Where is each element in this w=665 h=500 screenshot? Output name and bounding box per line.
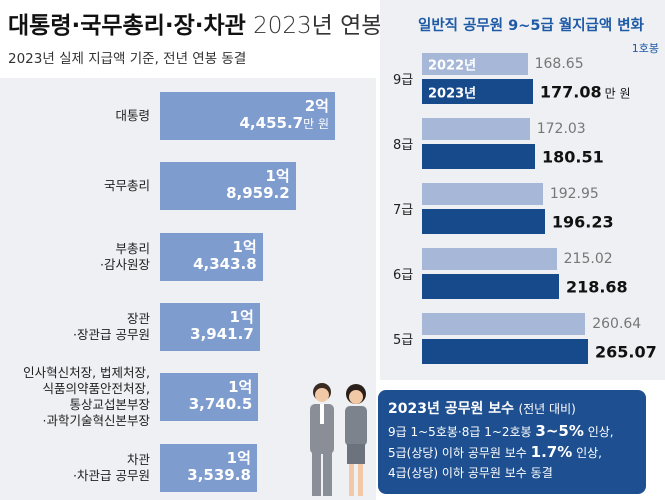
value-label-box: 1억 8,959.2	[226, 168, 290, 202]
bar	[422, 339, 588, 364]
value-label-box: 172.03	[537, 121, 586, 137]
callout-text: 1.7%	[530, 443, 573, 461]
value-label-box: 260.64	[592, 316, 641, 332]
value-label-box: 218.68	[566, 277, 628, 296]
callout-line: 5급(상당) 이하 공무원 보수 1.7% 인상,	[388, 442, 636, 463]
callout-body: 9급 1~5호봉·8급 1~2호봉 3~5% 인상, 5급(상당) 이하 공무원 …	[388, 421, 636, 483]
bar	[160, 162, 296, 211]
callout-note: (전년 대비)	[518, 402, 576, 416]
bar	[422, 183, 543, 205]
callout: 2023년 공무원 보수 (전년 대비) 9급 1~5호봉·8급 1~2호봉 3…	[378, 390, 646, 494]
right-title: 일반직 공무원 9~5급 월지급액 변화	[418, 18, 644, 34]
value-label-box: 1억 4,343.8	[193, 237, 257, 273]
bar	[422, 53, 528, 75]
value-label: 1억 3,740.5	[188, 378, 253, 414]
category-label: 차관 ·차관급 공무원	[73, 451, 150, 483]
value-label-box: 215.02	[564, 251, 613, 267]
value-label: 1억 4,343.8	[193, 237, 257, 273]
bar	[422, 313, 586, 335]
right-subtitle: 1호봉	[631, 42, 659, 55]
bar	[422, 118, 530, 140]
value-label-box: 177.08 만 원	[540, 82, 631, 101]
category-label: 국무총리	[103, 178, 150, 194]
value-label-box: 1억 3,740.5	[189, 379, 253, 413]
value-unit: 만 원	[303, 117, 329, 131]
value-label: 215.02	[563, 251, 613, 267]
bar	[160, 302, 260, 351]
callout-text: 인상,	[572, 446, 602, 460]
value-label-box: 1억 3,941.7	[190, 307, 254, 343]
callout-text: 4급(상당) 이하 공무원 보수 동결	[388, 466, 553, 480]
callout-title: 2023년 공무원 보수	[388, 401, 514, 417]
value-label: 1억 8,959.2	[226, 167, 290, 203]
bar	[160, 92, 335, 140]
value-label-box: 265.07	[595, 342, 657, 361]
bar	[160, 232, 263, 281]
value-label: 1억 3,539.8	[187, 448, 251, 484]
category-label: 8급	[393, 138, 414, 153]
title-light: 2023년 연봉	[253, 13, 383, 39]
value-label: 177.08	[539, 82, 602, 101]
callout-line: 4급(상당) 이하 공무원 보수 동결	[388, 463, 636, 483]
people-illustration	[310, 383, 367, 496]
callout-text: 9급 1~5호봉·8급 1~2호봉	[388, 425, 536, 439]
category-label: 장관 ·장관급 공무원	[73, 310, 150, 342]
bar	[422, 144, 536, 169]
bar	[422, 274, 559, 299]
bar	[160, 443, 257, 492]
value-unit: 만 원	[604, 86, 631, 100]
value-label: 168.65	[534, 56, 584, 72]
value-label-box: 1억 3,539.8	[187, 448, 251, 484]
value-label-box: 196.23	[552, 212, 614, 231]
bar	[422, 248, 557, 270]
category-label: 5급	[393, 333, 414, 348]
callout-text: 5급(상당) 이하 공무원 보수	[388, 446, 531, 460]
value-label-box: 2억 4,455.7만 원	[240, 98, 330, 133]
value-label: 180.51	[542, 147, 604, 166]
value-label: 192.95	[549, 186, 599, 202]
bar	[422, 209, 545, 234]
category-label: 인사혁신처장, 법제처장, 식품의약품안전처장, 통상교섭본부장 ·과학기술혁신…	[23, 365, 150, 429]
bar	[422, 79, 533, 104]
category-label: 6급	[393, 268, 414, 283]
legend-label: 2022년	[428, 58, 477, 74]
category-label: 7급	[393, 203, 414, 218]
value-label: 1억 3,941.7	[190, 307, 254, 343]
value-label: 196.23	[551, 212, 614, 231]
value-label: 260.64	[592, 316, 642, 332]
value-label-box: 180.51	[542, 147, 604, 166]
legend-label: 2023년	[428, 86, 477, 101]
subtitle: 2023년 실제 지급액 기준, 전년 연봉 동결	[8, 51, 247, 67]
value-label: 2억 4,455.7	[239, 97, 330, 132]
value-label-box: 192.95	[550, 186, 599, 202]
value-label: 172.03	[536, 121, 586, 137]
title-bold: 대통령·국무총리·장·차관	[8, 13, 246, 39]
bar	[160, 373, 259, 422]
callout-line: 9급 1~5호봉·8급 1~2호봉 3~5% 인상,	[388, 421, 636, 442]
category-label: 대통령	[115, 108, 150, 123]
title: 대통령·국무총리·장·차관 2023년 연봉	[8, 6, 382, 40]
category-label: 부총리 ·감사원장	[100, 240, 150, 272]
value-label: 265.07	[595, 342, 657, 361]
callout-text: 3~5%	[535, 422, 584, 440]
callout-text: 인상,	[583, 425, 614, 439]
value-label: 218.68	[565, 277, 628, 296]
category-label: 9급	[393, 73, 414, 88]
value-label-box: 168.65	[535, 56, 584, 72]
